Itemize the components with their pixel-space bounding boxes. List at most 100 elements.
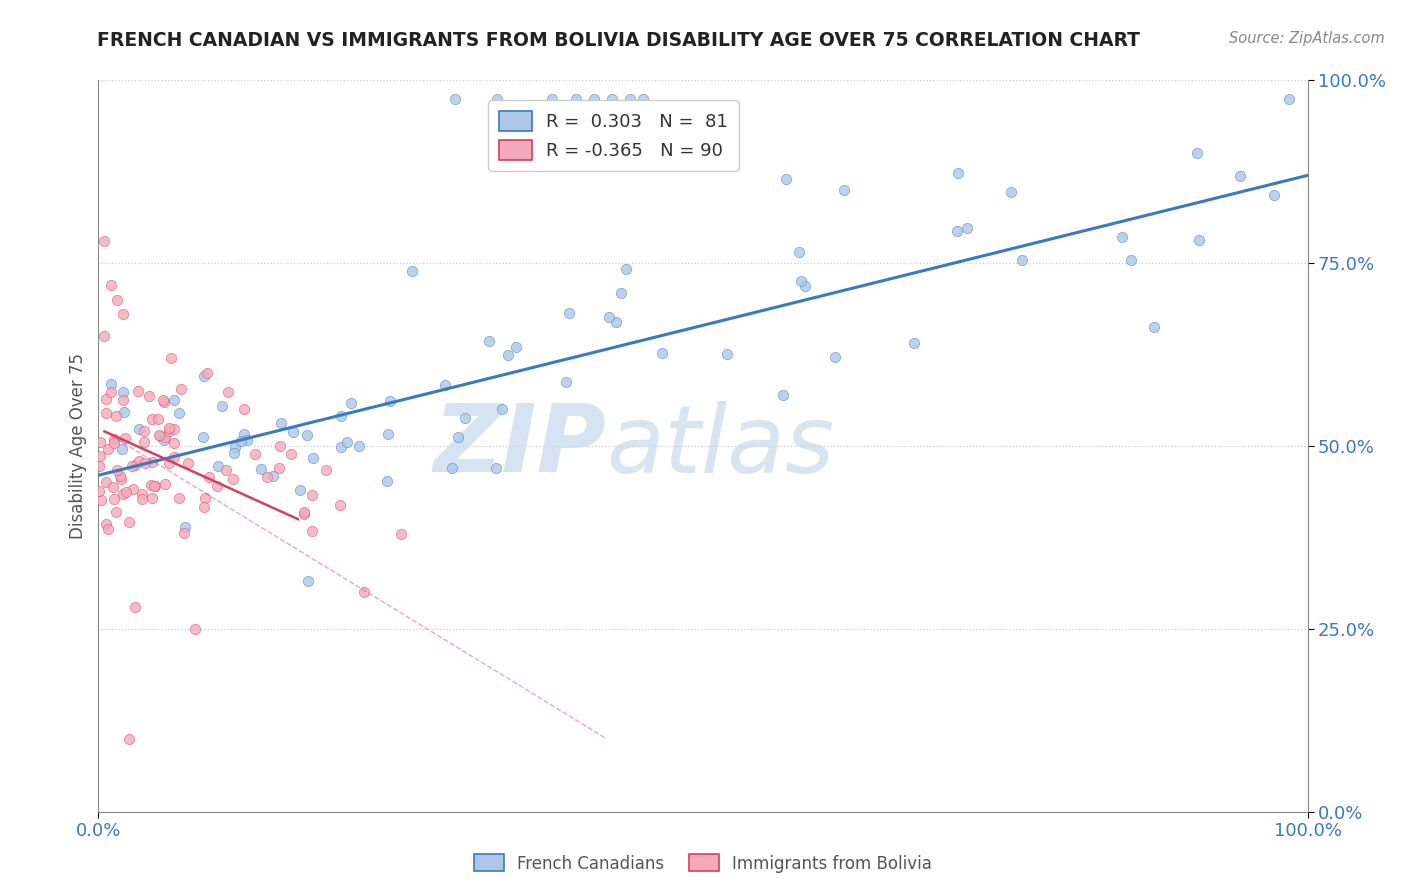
Point — [540, 92, 562, 106]
Point — [224, 446, 246, 460]
Point — [269, 439, 291, 453]
Point — [292, 505, 315, 519]
Point — [110, 442, 132, 456]
Point — [948, 166, 970, 180]
Point — [97, 442, 120, 457]
Point — [89, 435, 111, 450]
Point — [141, 491, 163, 505]
Point — [329, 409, 352, 423]
Point — [262, 469, 284, 483]
Point — [1111, 229, 1133, 244]
Point — [340, 396, 363, 410]
Point — [111, 487, 134, 501]
Point — [434, 378, 457, 392]
Point — [401, 264, 423, 278]
Point — [1000, 185, 1022, 199]
Point — [93, 329, 115, 343]
Point — [297, 428, 319, 442]
Point — [157, 421, 180, 435]
Point — [1143, 320, 1166, 334]
Point — [335, 434, 357, 449]
Point — [143, 478, 166, 492]
Point — [292, 508, 315, 522]
Point — [118, 731, 141, 746]
Point — [486, 92, 509, 106]
Point — [112, 392, 135, 407]
Point — [90, 493, 112, 508]
Point — [832, 183, 855, 197]
Point — [148, 427, 170, 442]
Point — [112, 384, 135, 399]
Point — [96, 517, 118, 532]
Point — [1278, 92, 1301, 106]
Point — [478, 334, 501, 348]
Point — [128, 454, 150, 468]
Point — [583, 92, 606, 106]
Point — [153, 430, 176, 444]
Point — [97, 522, 120, 536]
Point — [87, 483, 110, 498]
Point — [329, 498, 352, 512]
Point — [152, 393, 174, 408]
Point — [1263, 188, 1285, 202]
Point — [115, 485, 138, 500]
Point — [105, 505, 128, 519]
Point — [229, 434, 252, 449]
Point — [110, 472, 132, 486]
Point — [249, 462, 271, 476]
Point — [193, 430, 215, 444]
Point — [651, 346, 673, 360]
Point — [87, 459, 110, 474]
Point — [96, 407, 118, 421]
Point — [772, 388, 794, 402]
Point — [301, 488, 323, 502]
Point — [141, 455, 163, 469]
Point — [176, 456, 198, 470]
Point — [131, 486, 153, 500]
Point — [157, 425, 180, 439]
Point — [903, 336, 925, 351]
Point — [389, 526, 412, 541]
Point — [215, 462, 238, 476]
Point — [118, 515, 141, 529]
Point — [100, 384, 122, 399]
Text: ZIP: ZIP — [433, 400, 606, 492]
Point — [193, 368, 215, 383]
Point — [221, 472, 243, 486]
Point — [378, 393, 401, 408]
Text: atlas: atlas — [606, 401, 835, 491]
Point — [112, 404, 135, 418]
Point — [267, 461, 290, 475]
Point — [103, 436, 125, 450]
Point — [614, 261, 637, 276]
Point — [619, 92, 641, 106]
Point — [193, 500, 215, 514]
Point — [1229, 169, 1251, 184]
Point — [134, 435, 156, 450]
Point — [128, 422, 150, 436]
Point — [288, 483, 311, 497]
Point — [146, 412, 169, 426]
Point — [491, 401, 513, 416]
Point — [163, 450, 186, 464]
Point — [245, 447, 267, 461]
Point — [1185, 146, 1208, 161]
Point — [787, 244, 810, 259]
Point — [496, 349, 519, 363]
Point — [315, 463, 337, 477]
Point — [207, 458, 229, 473]
Point — [280, 447, 302, 461]
Point — [301, 524, 323, 538]
Point — [124, 458, 146, 472]
Point — [602, 92, 624, 106]
Point — [94, 392, 117, 407]
Point — [195, 366, 218, 380]
Point — [375, 474, 398, 488]
Point — [716, 347, 738, 361]
Point — [302, 450, 325, 465]
Point — [224, 440, 246, 454]
Legend: French Canadians, Immigrants from Bolivia: French Canadians, Immigrants from Bolivi… — [467, 847, 939, 880]
Text: FRENCH CANADIAN VS IMMIGRANTS FROM BOLIVIA DISABILITY AGE OVER 75 CORRELATION CH: FRENCH CANADIAN VS IMMIGRANTS FROM BOLIV… — [97, 31, 1140, 50]
Point — [454, 411, 477, 425]
Point — [153, 434, 176, 448]
